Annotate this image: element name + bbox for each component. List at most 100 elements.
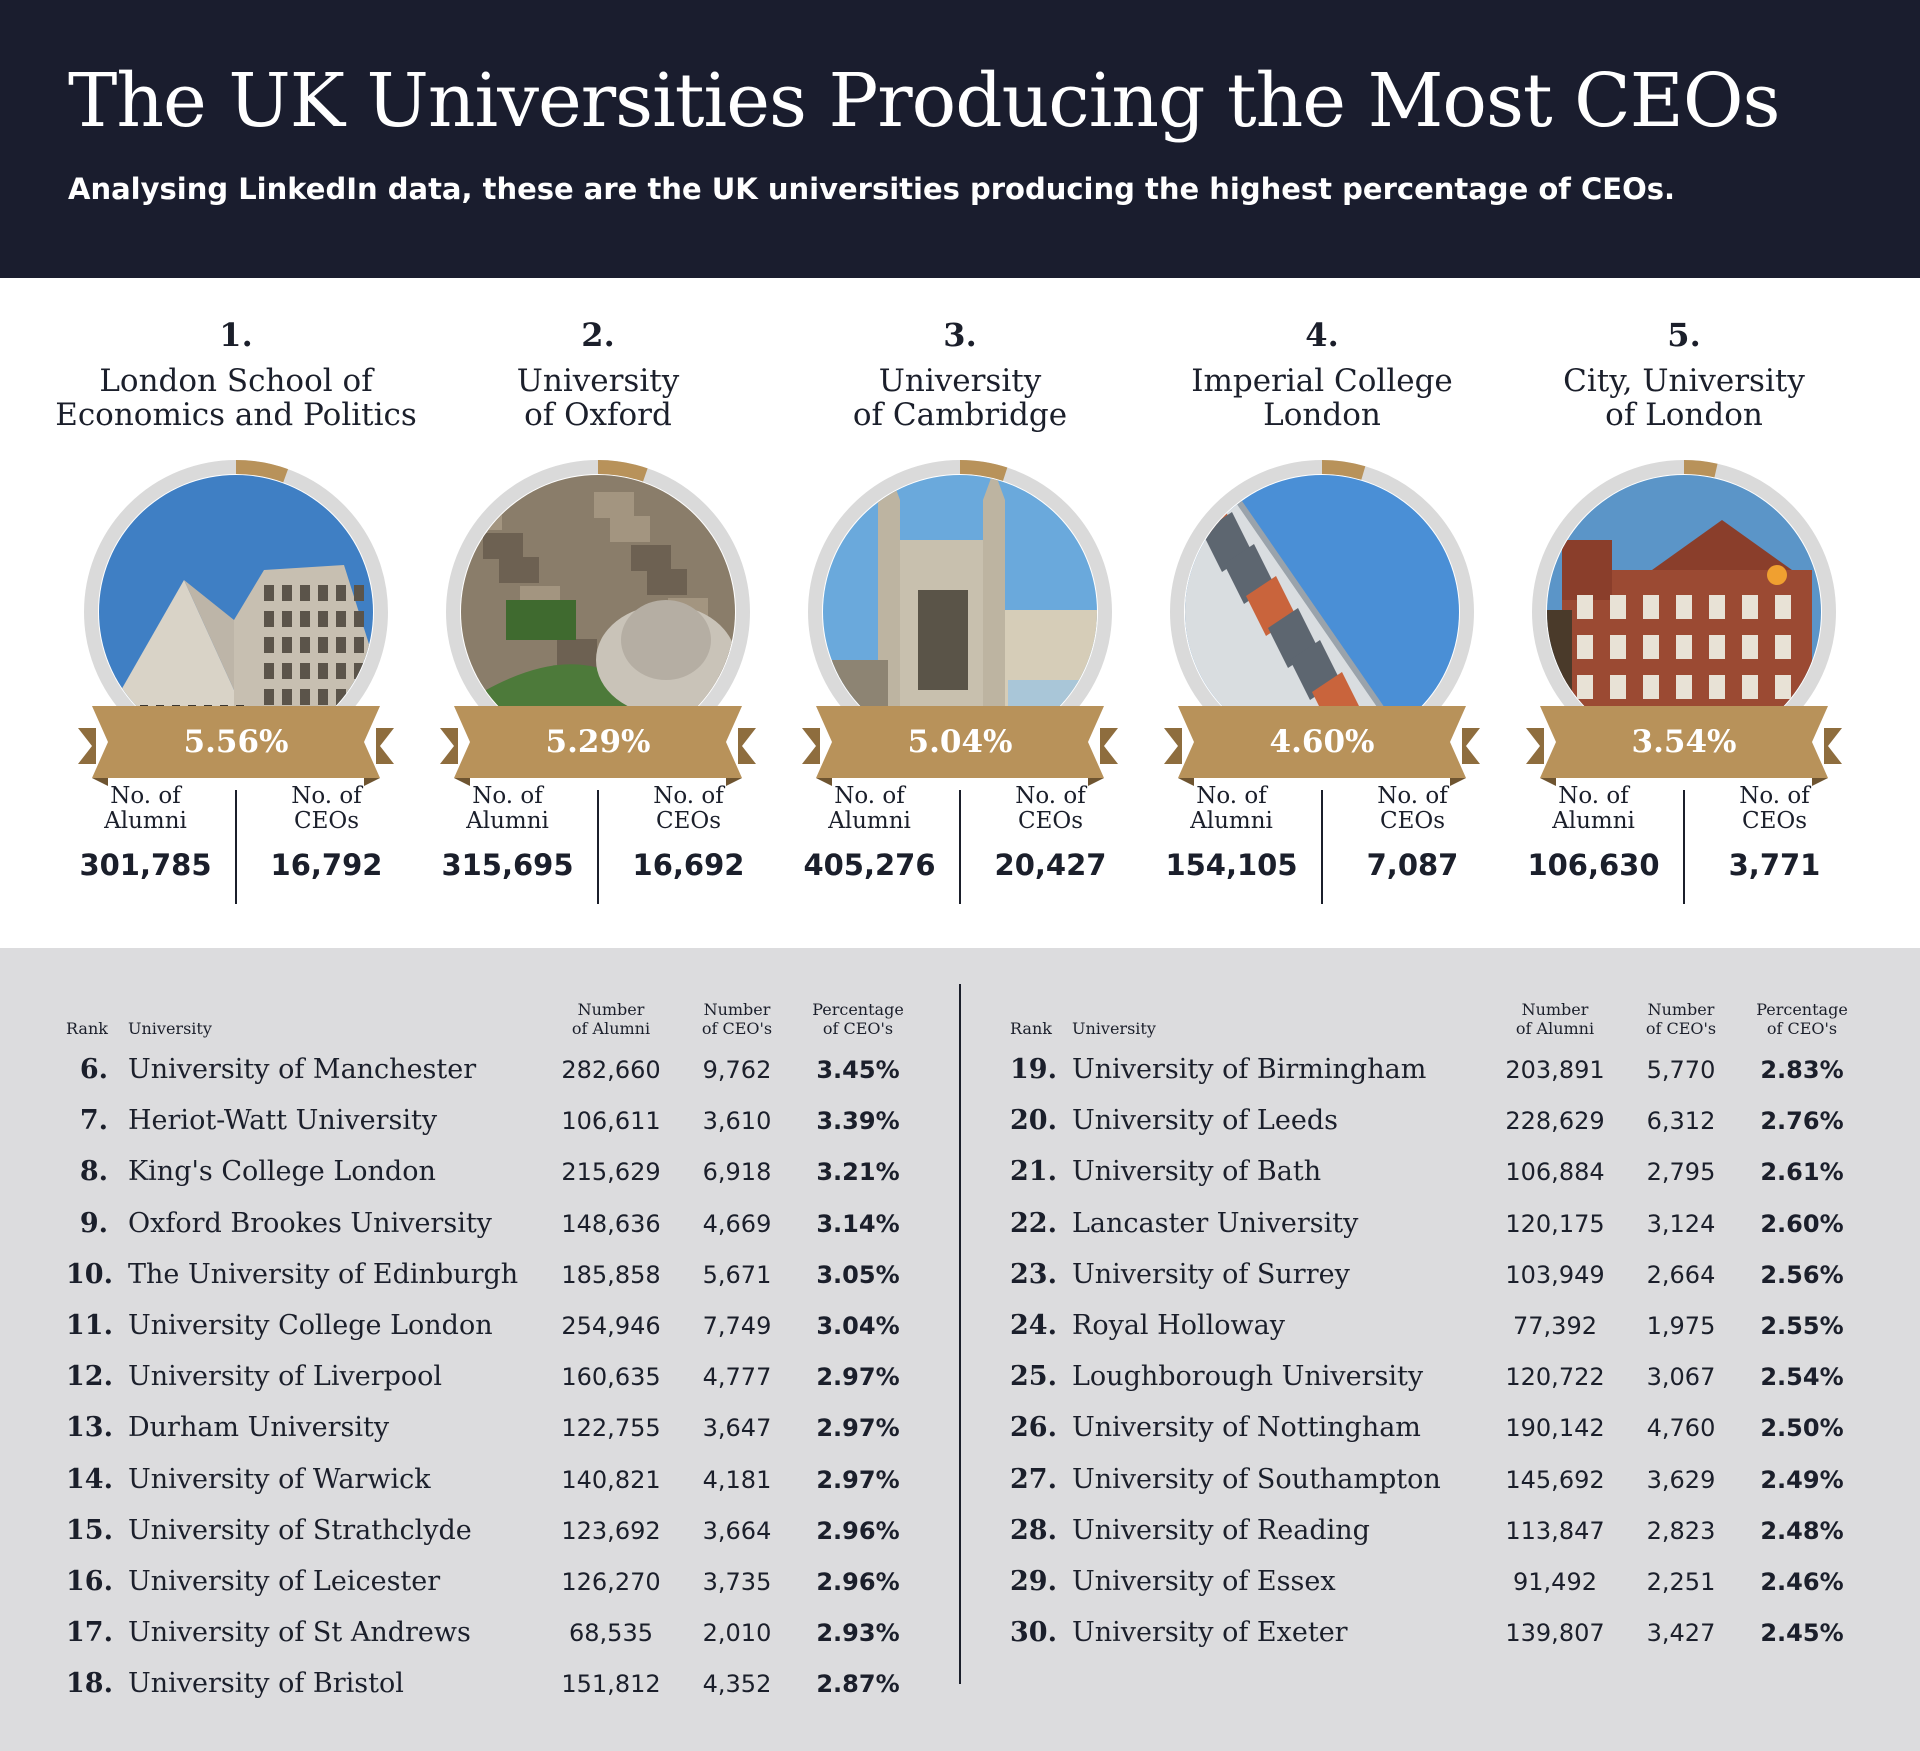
row-rank: 17. — [66, 1617, 113, 1649]
row-rank: 29. — [1010, 1565, 1057, 1597]
ceo-count: 16,692 — [632, 848, 745, 882]
ribbon-shape — [802, 706, 1118, 786]
ceos-label: No. of CEOs — [1015, 783, 1086, 834]
row-alumni: 113,847 — [1505, 1516, 1605, 1545]
ceos-label: No. of CEOs — [653, 783, 724, 834]
row-university: University of Bristol — [128, 1668, 404, 1700]
table-row: 26. University of Nottingham 190,142 4,7… — [1010, 1406, 1910, 1457]
row-rank: 9. — [79, 1207, 108, 1239]
row-percentage: 3.21% — [816, 1158, 900, 1187]
row-ceos: 4,352 — [702, 1670, 772, 1699]
row-percentage: 2.97% — [816, 1465, 900, 1494]
alumni-label: No. of Alumni — [1552, 783, 1635, 834]
row-university: Heriot-Watt University — [128, 1105, 438, 1137]
row-percentage: 2.46% — [1760, 1567, 1844, 1596]
row-rank: 15. — [66, 1514, 113, 1546]
row-alumni: 151,812 — [561, 1670, 661, 1699]
row-alumni: 282,660 — [561, 1056, 661, 1084]
row-alumni: 122,755 — [561, 1414, 661, 1443]
alumni-count: 315,695 — [441, 848, 574, 882]
alumni-stat: No. of Alumni 106,630 — [1503, 783, 1684, 883]
row-alumni: 91,492 — [1513, 1567, 1597, 1596]
row-alumni: 123,692 — [561, 1516, 661, 1545]
row-ceos: 4,760 — [1646, 1414, 1716, 1443]
ceos-label: No. of CEOs — [1377, 783, 1448, 834]
table-row: 8. King's College London 215,629 6,918 3… — [66, 1150, 966, 1201]
alumni-stat: No. of Alumni 315,695 — [417, 784, 598, 883]
percentage-ribbon: 4.60% — [1164, 706, 1480, 802]
row-alumni: 190,142 — [1505, 1414, 1605, 1443]
top-five-section: 1. London School of Economics and Politic… — [0, 278, 1920, 948]
ceo-count: 3,771 — [1728, 848, 1821, 882]
alumni-label: No. of Alumni — [828, 783, 911, 834]
row-percentage: 2.83% — [1760, 1056, 1844, 1084]
row-ceos: 4,777 — [702, 1363, 772, 1392]
row-ceos: 4,181 — [702, 1465, 772, 1494]
table-row: 21. University of Bath 106,884 2,795 2.6… — [1010, 1150, 1910, 1201]
page-title: The UK Universities Producing the Most C… — [68, 58, 1780, 144]
rank-number: 2. — [581, 316, 615, 354]
row-university: University of Nottingham — [1072, 1412, 1421, 1444]
row-rank: 25. — [1010, 1361, 1057, 1393]
row-ceos: 1,975 — [1646, 1311, 1716, 1340]
table-row: 6. University of Manchester 282,660 9,76… — [66, 1048, 966, 1099]
alumni-stat: No. of Alumni 154,105 — [1141, 784, 1322, 883]
top-university-card: 4. Imperial College London 4.60% No. of Al… — [1141, 278, 1503, 948]
table-row: 17. University of St Andrews 68,535 2,01… — [66, 1611, 966, 1662]
row-ceos: 6,312 — [1646, 1107, 1716, 1136]
header-alumni: Number of Alumni — [1515, 1000, 1595, 1038]
row-rank: 19. — [1010, 1054, 1057, 1085]
row-percentage: 2.96% — [816, 1567, 900, 1596]
campus-photo — [461, 475, 735, 749]
row-university: King's College London — [128, 1156, 436, 1188]
university-photo-ring — [1170, 460, 1474, 764]
row-percentage: 3.14% — [816, 1209, 900, 1238]
ceos-label: No. of CEOs — [291, 783, 362, 834]
row-percentage: 2.48% — [1760, 1516, 1844, 1545]
row-ceos: 3,664 — [702, 1516, 772, 1545]
row-university: University of Bath — [1072, 1156, 1322, 1188]
alumni-count: 106,630 — [1527, 848, 1660, 882]
ceo-stat: No. of CEOs 3,771 — [1684, 784, 1865, 883]
row-university: Durham University — [128, 1412, 390, 1444]
university-photo-ring — [446, 460, 750, 764]
header-alumni: Number of Alumni — [571, 1000, 651, 1038]
table-row: 13. Durham University 122,755 3,647 2.97… — [66, 1406, 966, 1457]
row-ceos: 2,010 — [702, 1619, 772, 1648]
rank-number: 1. — [219, 316, 253, 354]
row-rank: 6. — [79, 1054, 108, 1085]
row-percentage: 2.97% — [816, 1414, 900, 1443]
row-percentage: 2.96% — [816, 1516, 900, 1545]
table-divider — [959, 984, 961, 1684]
row-percentage: 3.39% — [816, 1107, 900, 1136]
university-name: University of Cambridge — [852, 363, 1068, 433]
university-name: City, University of London — [1563, 363, 1805, 433]
ceo-stat: No. of CEOs 7,087 — [1322, 783, 1503, 883]
row-university: University of Manchester — [128, 1054, 477, 1085]
rankings-table-left: Rank University Number of Alumni Number of… — [66, 978, 966, 1713]
table-row: 7. Heriot-Watt University 106,611 3,610 … — [66, 1099, 966, 1150]
university-name: London School of Economics and Politics — [55, 363, 417, 433]
row-ceos: 5,770 — [1646, 1056, 1716, 1084]
row-rank: 27. — [1010, 1463, 1057, 1495]
row-university: University of Leicester — [128, 1565, 441, 1597]
ceo-share-arc — [1321, 460, 1366, 480]
row-ceos: 4,669 — [702, 1209, 772, 1238]
row-alumni: 203,891 — [1505, 1056, 1605, 1084]
row-university: University of Reading — [1072, 1514, 1370, 1546]
row-alumni: 106,611 — [561, 1107, 661, 1136]
row-ceos: 3,647 — [702, 1414, 772, 1443]
top-university-card: 2. University of Oxford 5.29% No. of Alumn… — [417, 278, 779, 948]
row-university: University of Liverpool — [128, 1361, 443, 1393]
row-percentage: 2.45% — [1760, 1619, 1844, 1648]
row-percentage: 2.55% — [1760, 1311, 1844, 1340]
top-university-card: 5. City, University of London 3.54% No. o… — [1503, 278, 1865, 948]
row-alumni: 126,270 — [561, 1567, 661, 1596]
row-percentage: 2.54% — [1760, 1363, 1844, 1392]
row-university: University of St Andrews — [128, 1617, 471, 1649]
university-name: Imperial College London — [1191, 363, 1453, 433]
row-percentage: 2.50% — [1760, 1414, 1844, 1443]
row-alumni: 215,629 — [561, 1158, 661, 1187]
alumni-stat: No. of Alumni 405,276 — [779, 783, 960, 883]
row-ceos: 2,251 — [1646, 1567, 1716, 1596]
